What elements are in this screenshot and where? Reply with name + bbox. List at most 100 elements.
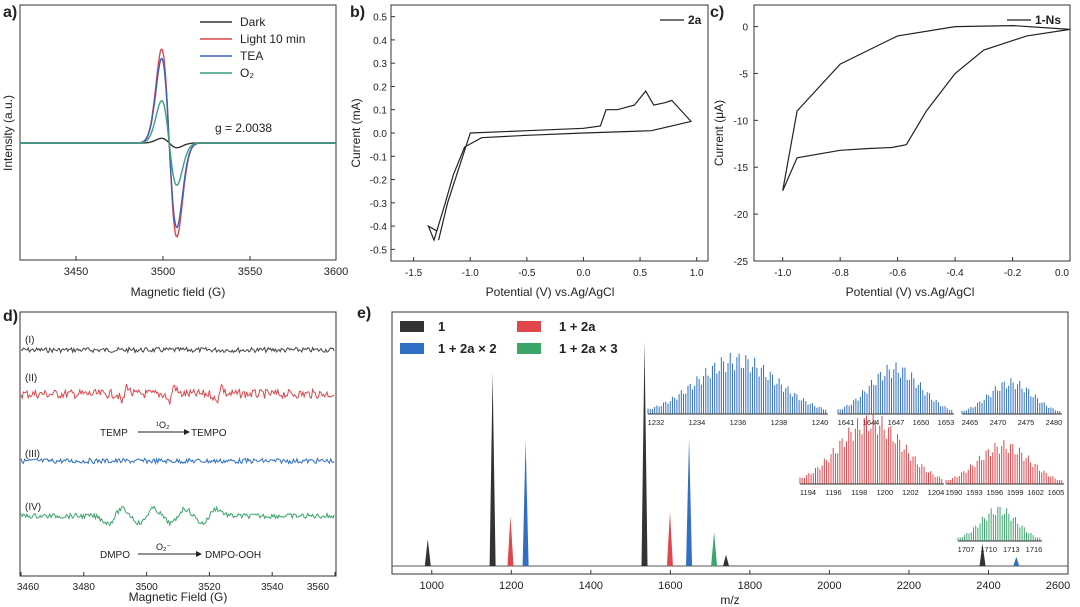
- panel-a: a) 3450 3500 3550 3600 Magnetic field (G…: [1, 4, 348, 299]
- e-peak-0-4: [979, 543, 986, 566]
- e-legend-swatch-2: [400, 343, 424, 354]
- a-legend-1: Light 10 min: [240, 32, 305, 46]
- a-xtick-0: 3450: [64, 266, 88, 278]
- b-xtick-4: 0.5: [633, 268, 647, 279]
- e-inset-blue2-tick-0: 1641: [838, 418, 855, 427]
- e-peak-2-1: [686, 437, 693, 566]
- e-inset-blue3-tick-3: 2480: [1046, 418, 1063, 427]
- panel-c-yticks: 0 -5 -10 -15 -20 -25: [734, 23, 758, 268]
- e-xtick-1: 1200: [499, 580, 523, 592]
- d-trace-label-0: (I): [25, 335, 34, 346]
- e-peak-0-1: [489, 372, 496, 566]
- panel-b-xticks: -1.5 -1.0 -0.5 0.0 0.5 1.0: [405, 257, 704, 279]
- a-xtick-2: 3550: [238, 266, 262, 278]
- a-ylabel: Intensity (a.u.): [1, 95, 15, 171]
- b-ytick-7: -0.2: [370, 176, 388, 187]
- e-inset-red1-tick-3: 1200: [876, 488, 893, 497]
- d-r1-reagent: ¹O₂: [156, 420, 170, 430]
- panel-c-xticks: -1.0 -0.8 -0.6 -0.4 -0.2 0.0: [774, 257, 1071, 279]
- e-inset-red1-tick-4: 1202: [902, 488, 919, 497]
- c-ytick-1: -5: [739, 69, 748, 80]
- d-trace-2: [20, 456, 335, 466]
- e-inset-blue3-tick-0: 2465: [962, 418, 979, 427]
- e-inset-blue1-tick-0: 1232: [648, 418, 665, 427]
- e-xtick-7: 2400: [976, 580, 1000, 592]
- e-xtick-5: 2000: [817, 580, 841, 592]
- e-peak-2-0: [522, 440, 529, 566]
- d-trace-1: [20, 383, 335, 405]
- panel-a-label: a): [3, 4, 17, 21]
- panel-e-insets: 1232 1234 1236 1238 1240 1641 1644 1647 1650 1653…: [647, 352, 1065, 554]
- e-inset-blue2-tick-2: 1647: [888, 418, 905, 427]
- e-peak-3-0: [711, 532, 718, 566]
- d-r2-left: DMPO: [100, 550, 130, 561]
- a-annotation: g = 2.0038: [215, 121, 272, 135]
- panel-e: e) 1232 1234 1236 1238 1240 1641 1644 1647 1650 1…: [357, 305, 1070, 607]
- e-xtick-8: 2600: [1046, 580, 1070, 592]
- a-series-3: [20, 100, 336, 186]
- panel-b-label: b): [350, 4, 365, 21]
- e-inset-green1-tick-1: 1710: [980, 545, 997, 554]
- panel-c: c) 0 -5 -10 -15 -20 -25 -1.0 -0.8 -0.6 -0.4 -0.2 0…: [710, 4, 1071, 299]
- d-trace-label-3: (IV): [25, 502, 41, 513]
- e-inset-red1-tick-1: 1196: [826, 488, 842, 497]
- e-xtick-4: 1800: [738, 580, 762, 592]
- e-xtick-3: 1600: [658, 580, 682, 592]
- panel-e-label: e): [357, 305, 371, 322]
- e-xtick-6: 2200: [897, 580, 921, 592]
- panel-e-xticks: 1000 1200 1400 1600 1800 2000 2200 2400 2600: [420, 570, 1070, 592]
- e-inset-red2-tick-1: 1593: [966, 488, 983, 497]
- d-trace-label-2: (III): [25, 449, 40, 460]
- e-inset-blue1-tick-1: 1234: [689, 418, 706, 427]
- d-reaction-2: DMPO O₂⁻ DMPO-OOH: [100, 542, 261, 561]
- d-trace-3: [20, 505, 335, 527]
- panel-b: b) 0.5 0.4 0.3 0.2 0.1 0.0 -0.1 -0.2 -0.3 -0.4 -0.…: [349, 4, 709, 299]
- e-inset-green1-tick-0: 1707: [958, 545, 975, 554]
- d-r2-arrowhead: [196, 551, 202, 557]
- b-ytick-1: 0.4: [373, 36, 387, 47]
- d-trace-label-1: (II): [25, 373, 37, 384]
- d-xtick-2: 3500: [135, 582, 158, 593]
- b-xlabel: Potential (V) vs.Ag/AgCl: [486, 285, 615, 299]
- a-legend-2: TEA: [240, 49, 263, 63]
- d-xtick-4: 3540: [261, 582, 284, 593]
- b-xtick-3: 0.0: [577, 268, 591, 279]
- panel-a-curves: [20, 48, 336, 238]
- e-inset-red2-tick-3: 1599: [1007, 488, 1024, 497]
- e-xtick-0: 1000: [420, 580, 444, 592]
- c-xtick-4: -0.2: [1004, 268, 1022, 279]
- panel-e-peaks: [392, 341, 1068, 567]
- b-cv-curve: [427, 90, 693, 242]
- b-ytick-0: 0.5: [373, 13, 387, 24]
- c-legend: 1-Ns: [1035, 13, 1061, 27]
- e-inset-green1-tick-3: 1716: [1026, 545, 1043, 554]
- d-r1-arrowhead: [184, 429, 190, 435]
- e-inset-red1-tick-2: 1198: [851, 488, 867, 497]
- c-cv-curve: [782, 24, 1071, 191]
- e-inset-blue3-tick-2: 2475: [1018, 418, 1035, 427]
- d-xlabel: Magnetic Field (G): [129, 590, 228, 604]
- e-inset-blue1-tick-3: 1238: [771, 418, 788, 427]
- e-inset-blue3-tick-1: 2470: [990, 418, 1007, 427]
- panel-d-traces: [20, 346, 335, 527]
- b-ytick-9: -0.4: [370, 222, 388, 233]
- b-xtick-0: -1.5: [405, 268, 423, 279]
- a-xtick-3: 3600: [324, 266, 348, 278]
- e-peak-0-0: [424, 539, 431, 566]
- e-legend-2: 1 + 2a × 2: [438, 341, 497, 356]
- a-xlabel: Magnetic field (G): [131, 285, 226, 299]
- e-legend-1: 1 + 2a: [559, 319, 596, 334]
- e-inset-blue2-tick-1: 1644: [863, 418, 880, 427]
- e-peak-1-0: [507, 516, 514, 566]
- d-reaction-1: TEMP ¹O₂ TEMPO: [100, 420, 227, 439]
- e-inset-red1-tick-5: 1204: [928, 488, 945, 497]
- c-ytick-0: 0: [742, 23, 748, 34]
- e-peak-1-1: [666, 512, 673, 566]
- d-r2-right: DMPO-OOH: [205, 550, 261, 561]
- panel-d: d) (I) (II) (III) (IV) TEMP ¹O₂ TEMPO DM…: [3, 308, 337, 604]
- e-legend-3: 1 + 2a × 3: [559, 341, 618, 356]
- e-peak-2-2: [1013, 557, 1020, 566]
- e-inset-red2-tick-5: 1605: [1048, 488, 1065, 497]
- c-ytick-3: -15: [734, 163, 749, 174]
- c-xtick-5: 0.0: [1055, 268, 1069, 279]
